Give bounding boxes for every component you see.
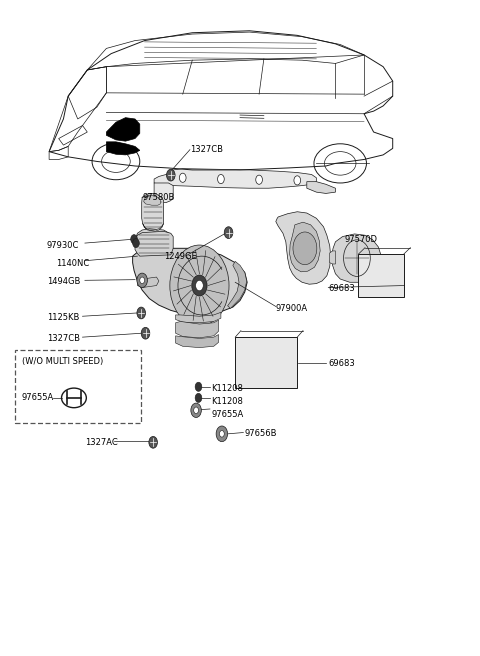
Circle shape	[256, 175, 263, 184]
Text: 69683: 69683	[328, 284, 355, 293]
Polygon shape	[132, 249, 247, 315]
Circle shape	[141, 327, 150, 339]
Polygon shape	[289, 222, 320, 272]
Circle shape	[180, 173, 186, 182]
Text: 1125KB: 1125KB	[47, 313, 79, 322]
Polygon shape	[307, 182, 336, 194]
Text: (W/O MULTI SPEED): (W/O MULTI SPEED)	[22, 358, 103, 367]
Circle shape	[195, 382, 202, 392]
Polygon shape	[154, 183, 173, 203]
FancyBboxPatch shape	[235, 337, 297, 388]
Text: K11208: K11208	[211, 397, 243, 405]
Polygon shape	[144, 195, 160, 205]
Circle shape	[149, 436, 157, 448]
Text: 1140NC: 1140NC	[56, 259, 89, 268]
Circle shape	[170, 245, 229, 326]
Text: 97656B: 97656B	[245, 429, 277, 438]
Polygon shape	[142, 194, 164, 232]
Circle shape	[224, 227, 233, 239]
Circle shape	[294, 176, 300, 185]
Circle shape	[131, 235, 137, 244]
Polygon shape	[228, 261, 247, 308]
Circle shape	[195, 394, 202, 403]
Polygon shape	[107, 117, 140, 141]
Text: 1249GE: 1249GE	[164, 253, 196, 261]
Polygon shape	[143, 224, 164, 232]
Circle shape	[192, 275, 207, 296]
Text: K11208: K11208	[211, 384, 243, 392]
Circle shape	[293, 232, 317, 264]
Polygon shape	[135, 229, 172, 257]
Circle shape	[140, 277, 144, 283]
FancyBboxPatch shape	[359, 254, 404, 297]
Text: 97570D: 97570D	[345, 235, 378, 243]
Text: 97900A: 97900A	[276, 304, 308, 313]
Circle shape	[216, 426, 228, 441]
Text: 97655A: 97655A	[211, 410, 244, 419]
Polygon shape	[176, 312, 221, 323]
Circle shape	[137, 273, 147, 287]
Circle shape	[137, 307, 145, 319]
Circle shape	[191, 403, 201, 417]
Circle shape	[194, 407, 199, 413]
Circle shape	[167, 169, 175, 181]
Circle shape	[196, 280, 203, 291]
Polygon shape	[276, 212, 331, 284]
Circle shape	[217, 174, 224, 184]
Polygon shape	[330, 251, 336, 264]
Polygon shape	[176, 320, 218, 338]
Text: 1327CB: 1327CB	[190, 145, 223, 154]
Polygon shape	[154, 169, 316, 188]
Polygon shape	[176, 335, 218, 348]
Text: 1494GB: 1494GB	[47, 277, 80, 286]
Circle shape	[219, 430, 224, 437]
Text: 69683: 69683	[328, 359, 355, 369]
Text: 97655A: 97655A	[22, 394, 54, 402]
Text: 1327AC: 1327AC	[85, 438, 118, 447]
Circle shape	[132, 239, 139, 248]
Text: 97930C: 97930C	[47, 241, 79, 250]
Polygon shape	[332, 234, 381, 282]
Text: 1327CB: 1327CB	[47, 334, 80, 343]
Text: 97580B: 97580B	[142, 193, 175, 202]
Polygon shape	[107, 142, 140, 155]
Polygon shape	[137, 277, 159, 287]
Polygon shape	[135, 232, 173, 256]
